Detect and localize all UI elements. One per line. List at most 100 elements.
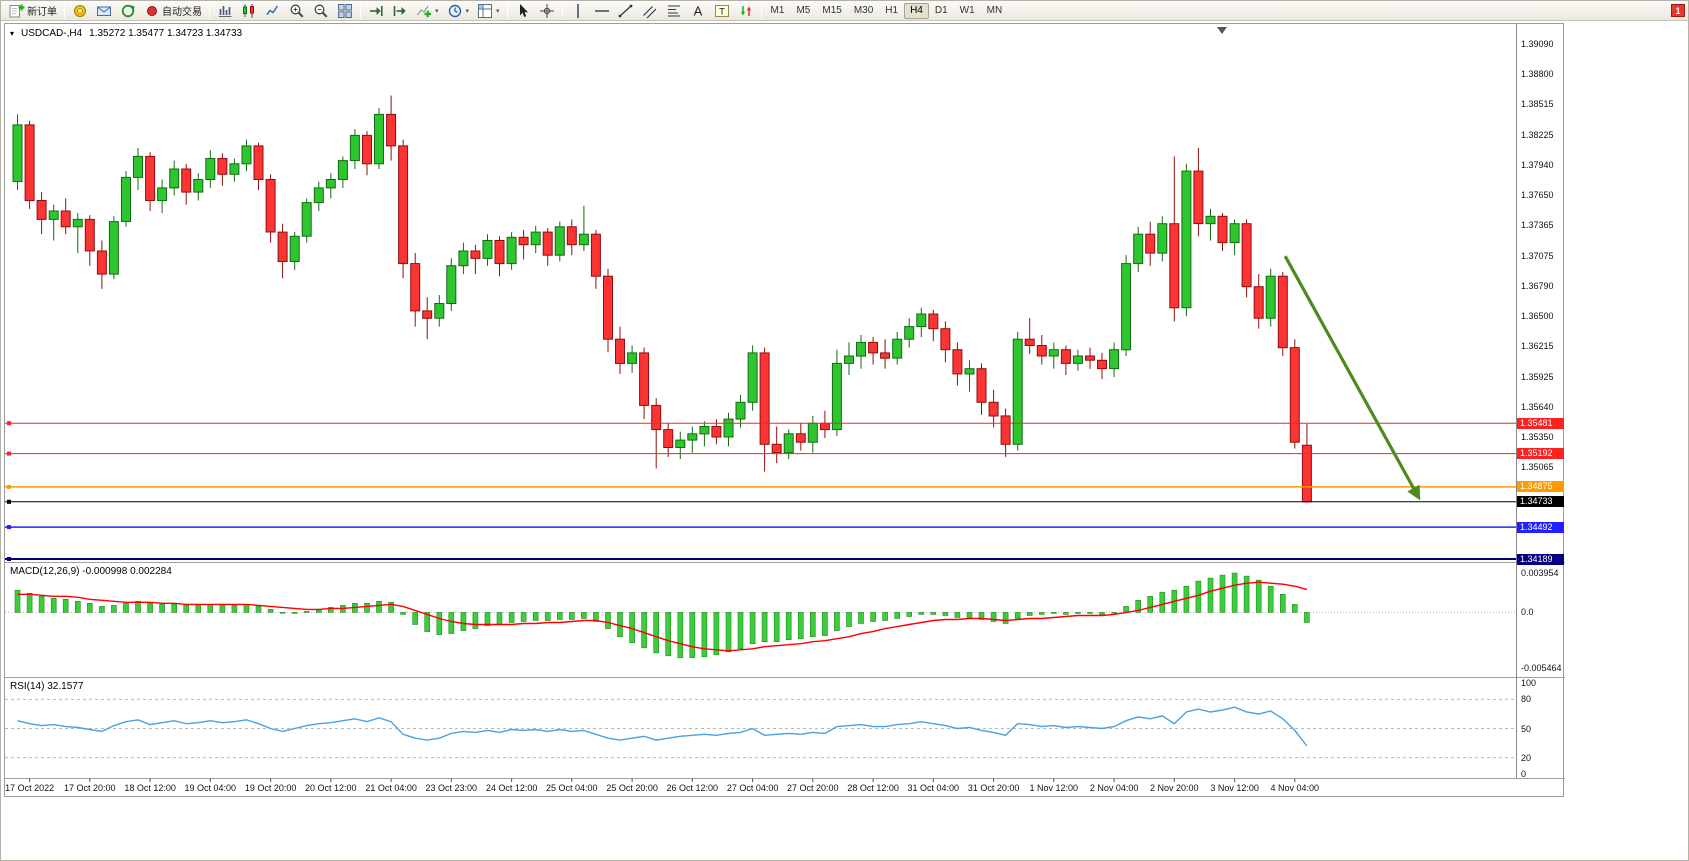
autotrade-icon [147, 5, 157, 16]
periods-button[interactable]: ▾ [443, 2, 474, 19]
macd-tick: 0.0 [1521, 607, 1534, 618]
mailbox-button[interactable] [92, 2, 116, 19]
time-label: 19 Oct 04:00 [184, 783, 237, 793]
arrows-icon [740, 5, 751, 16]
vline-icon [576, 3, 579, 18]
timeframe-d1-button[interactable]: D1 [934, 5, 948, 16]
alerts-icon [74, 4, 86, 17]
price-tick: 1.36500 [1521, 311, 1554, 322]
channel-button[interactable] [638, 2, 662, 19]
timeframe-m15-button[interactable]: M15 [822, 5, 842, 16]
chart-canvas[interactable] [5, 24, 1565, 798]
label-button[interactable]: T [710, 2, 734, 19]
price-tick: 1.35065 [1521, 461, 1554, 472]
toolbar-separator [561, 3, 563, 18]
new-order-button[interactable]: 新订单 [5, 2, 61, 19]
macd-tick: -0.005464 [1521, 662, 1562, 673]
price-tick: 1.38515 [1521, 99, 1554, 110]
fibo-button[interactable] [662, 2, 686, 19]
periods-icon [448, 4, 461, 17]
alerts-button[interactable] [68, 2, 92, 19]
timeframe-m5-button[interactable]: M5 [796, 5, 811, 16]
timeframe-mn-button[interactable]: MN [986, 5, 1003, 16]
chart-shift-button[interactable] [388, 2, 412, 19]
cursor-button[interactable] [511, 2, 535, 19]
time-label: 2 Nov 04:00 [1089, 783, 1139, 793]
price-line-label: 1.35192 [1517, 448, 1564, 460]
time-label: 28 Oct 12:00 [847, 783, 899, 793]
time-axis[interactable] [5, 778, 1565, 798]
time-label: 25 Oct 20:00 [606, 783, 658, 793]
price-tick: 1.38800 [1521, 69, 1554, 80]
price-tick: 1.35640 [1521, 401, 1554, 412]
price-line-label: 1.34189 [1517, 553, 1564, 565]
notification-badge[interactable]: 1 [1671, 4, 1685, 17]
toolbar-separator [760, 3, 762, 18]
price-line-label: 1.34733 [1517, 496, 1564, 508]
text-button[interactable]: A [686, 2, 710, 19]
new-order-icon [9, 4, 25, 17]
rsi-tick: 100 [1521, 678, 1537, 688]
zoom-out-icon [314, 4, 328, 18]
time-label: 24 Oct 12:00 [485, 783, 538, 793]
rsi-tick: 0 [1521, 769, 1527, 779]
history-icon [121, 4, 135, 17]
time-label: 18 Oct 12:00 [124, 783, 176, 793]
panel-splitter[interactable] [5, 675, 1565, 680]
price-line-label: 1.34875 [1517, 481, 1564, 493]
timeframe-h4-button[interactable]: H4 [904, 2, 929, 19]
text-a-icon: A [693, 3, 702, 18]
timeframe-m30-button[interactable]: M30 [853, 5, 874, 16]
time-label: 31 Oct 04:00 [907, 783, 960, 793]
rsi-tick: 50 [1521, 723, 1532, 734]
tile-windows-button[interactable] [333, 2, 357, 19]
time-label: 20 Oct 12:00 [305, 783, 357, 793]
autotrade-button[interactable]: 自动交易 [140, 2, 206, 19]
vline-button[interactable] [566, 2, 590, 19]
ohlc-values: 1.35272 1.35477 1.34723 1.34733 [89, 28, 243, 39]
chart-title: ▾ USDCAD-,H4 1.35272 1.35477 1.34723 1.3… [10, 28, 242, 39]
time-label: 27 Oct 20:00 [787, 783, 839, 793]
linechart-icon [266, 5, 279, 15]
timeframe-m1-button[interactable]: M1 [770, 5, 785, 16]
time-label: 23 Oct 23:00 [425, 783, 478, 793]
time-label: 1 Nov 12:00 [1029, 783, 1079, 793]
time-label: 31 Oct 20:00 [967, 783, 1020, 793]
toolbar: 新订单 自动交易 ▾ ▾ ▾ A T M1 M5 M15 M30 H1 H4 D1 W1 MN [1, 1, 1688, 21]
templates-button[interactable]: ▾ [473, 2, 504, 19]
symbol-timeframe-label: USDCAD-,H4 [21, 28, 83, 39]
timeframe-w1-button[interactable]: W1 [959, 5, 975, 16]
candle-mode-button[interactable] [237, 2, 261, 19]
rsi-tick: 20 [1521, 752, 1532, 763]
price-tick: 1.37075 [1521, 250, 1554, 261]
trendline-button[interactable] [614, 2, 638, 19]
zoom-out-button[interactable] [309, 2, 333, 19]
crosshair-button[interactable] [535, 2, 559, 19]
hline-button[interactable] [590, 2, 614, 19]
svg-text:A: A [693, 3, 702, 18]
indicators-icon [417, 5, 431, 17]
zoom-in-button[interactable] [285, 2, 309, 19]
bar-chart-mode-button[interactable] [213, 2, 237, 19]
trendline-icon [618, 4, 632, 17]
rsi-tick: 80 [1521, 694, 1532, 705]
time-label: 21 Oct 04:00 [365, 783, 417, 793]
fibo-icon [667, 5, 680, 16]
bars-icon [219, 5, 232, 17]
toolbar-separator [209, 3, 210, 18]
time-label: 17 Oct 2022 [5, 783, 55, 793]
panel-splitter[interactable] [5, 560, 1565, 565]
line-mode-button[interactable] [261, 2, 285, 19]
cursor-icon [519, 3, 528, 17]
arrows-button[interactable] [734, 2, 758, 19]
refresh-button[interactable] [116, 2, 140, 19]
price-tick: 1.37940 [1521, 159, 1554, 170]
tile-icon [338, 3, 352, 18]
price-line-label: 1.35481 [1517, 417, 1564, 429]
indicators-button[interactable]: ▾ [412, 2, 443, 19]
auto-scroll-button[interactable] [364, 2, 388, 19]
channel-icon [642, 5, 656, 18]
expand-arrow-icon[interactable]: ▾ [10, 29, 15, 38]
timeframe-h1-button[interactable]: H1 [885, 5, 899, 16]
